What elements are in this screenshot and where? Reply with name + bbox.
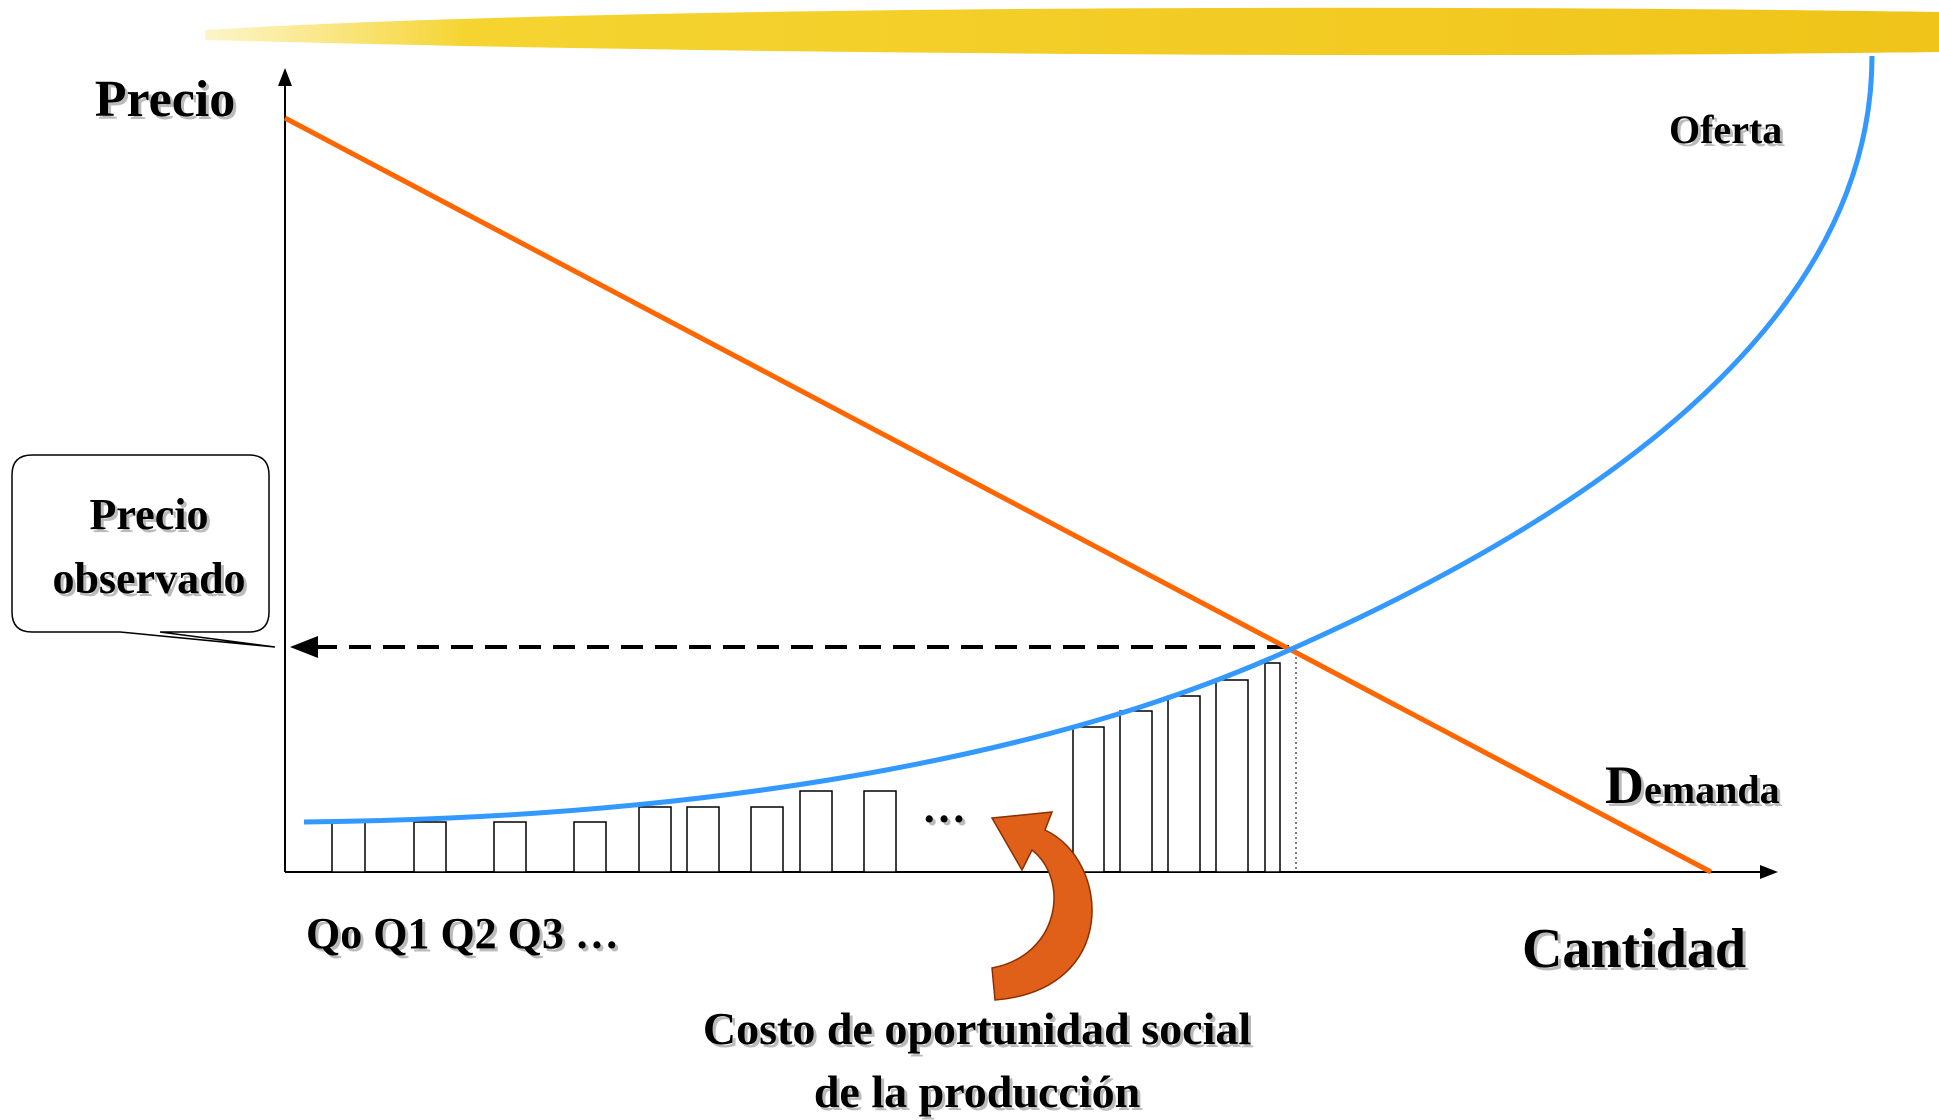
supply-curve [304, 56, 1872, 822]
callout-line: observado [52, 557, 245, 601]
quantity-labels: Qo Q1 Q2 Q3 … [306, 912, 619, 956]
callout-box [12, 455, 275, 647]
bars-ellipsis: … [922, 786, 966, 830]
note-line: de la producción [814, 1069, 1140, 1115]
demand-curve [285, 118, 1711, 872]
y-axis-label: Precio [95, 74, 236, 126]
bar [864, 791, 896, 872]
bar [1216, 680, 1248, 872]
bar [494, 822, 526, 872]
bar [1168, 696, 1200, 872]
bar [332, 822, 365, 872]
supply-label: Oferta [1669, 110, 1782, 150]
bar [751, 807, 783, 872]
callout-line: Precio [90, 493, 209, 537]
bar [1073, 727, 1104, 872]
bar [1265, 663, 1280, 872]
bars [332, 663, 1280, 872]
x-axis-arrow [1760, 865, 1778, 879]
bar [639, 807, 671, 872]
page: Precio Oferta Demanda Precio observado Q… [0, 0, 1939, 1120]
bar [800, 791, 832, 872]
price-arrow [290, 636, 318, 658]
demand-label: Demanda [1605, 758, 1780, 812]
bar [574, 822, 606, 872]
note-line: Costo de oportunidad social [703, 1006, 1251, 1052]
x-axis-label: Cantidad [1522, 921, 1746, 977]
bar [1120, 711, 1152, 872]
bar [687, 807, 719, 872]
header-brush [205, 8, 1939, 55]
y-axis-arrow [278, 68, 292, 86]
bar [414, 822, 446, 872]
